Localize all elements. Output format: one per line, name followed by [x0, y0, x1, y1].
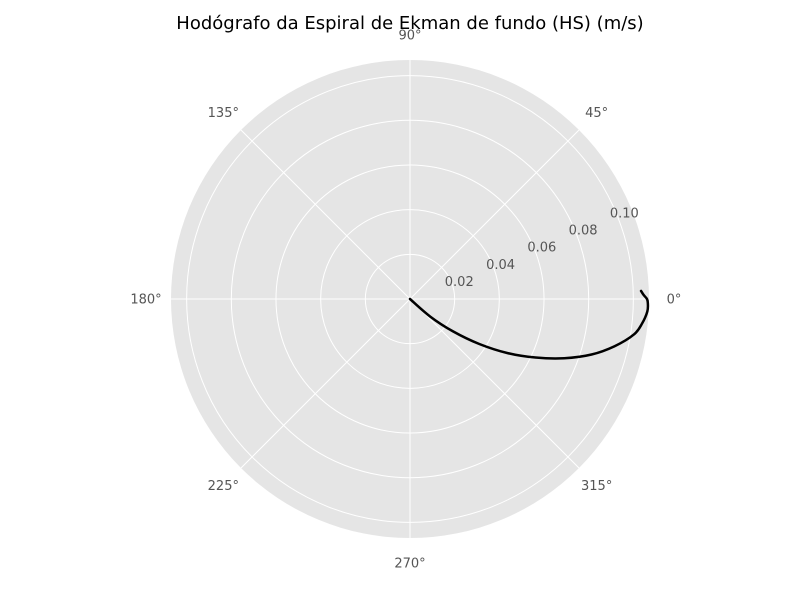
theta-tick-label: 270°	[394, 557, 425, 572]
theta-tick-label: 180°	[130, 293, 161, 308]
r-tick-label: 0.10	[610, 207, 639, 222]
chart-title: Hodógrafo da Espiral de Ekman de fundo (…	[176, 13, 643, 34]
r-tick-label: 0.04	[486, 258, 515, 273]
r-tick-label: 0.02	[445, 275, 474, 290]
r-tick-label: 0.08	[569, 224, 598, 239]
angular-gridline-1	[409, 129, 580, 300]
polar-plot-area: 0° 45° 90° 135° 180° 225° 270° 315° 0.02 0.04 0.06…	[130, 29, 681, 572]
angular-gridline-5	[240, 298, 411, 469]
angular-gridline-3	[240, 129, 411, 300]
theta-tick-label: 315°	[581, 479, 612, 494]
theta-tick-label: 0°	[667, 293, 682, 308]
theta-tick-label: 135°	[208, 106, 239, 121]
r-tick-label: 0.06	[527, 241, 556, 256]
theta-tick-label: 45°	[585, 106, 608, 121]
hodograph-line-0	[408, 289, 650, 360]
theta-tick-label: 90°	[398, 29, 421, 44]
theta-tick-label: 225°	[208, 479, 239, 494]
angular-gridline-7	[409, 298, 580, 469]
